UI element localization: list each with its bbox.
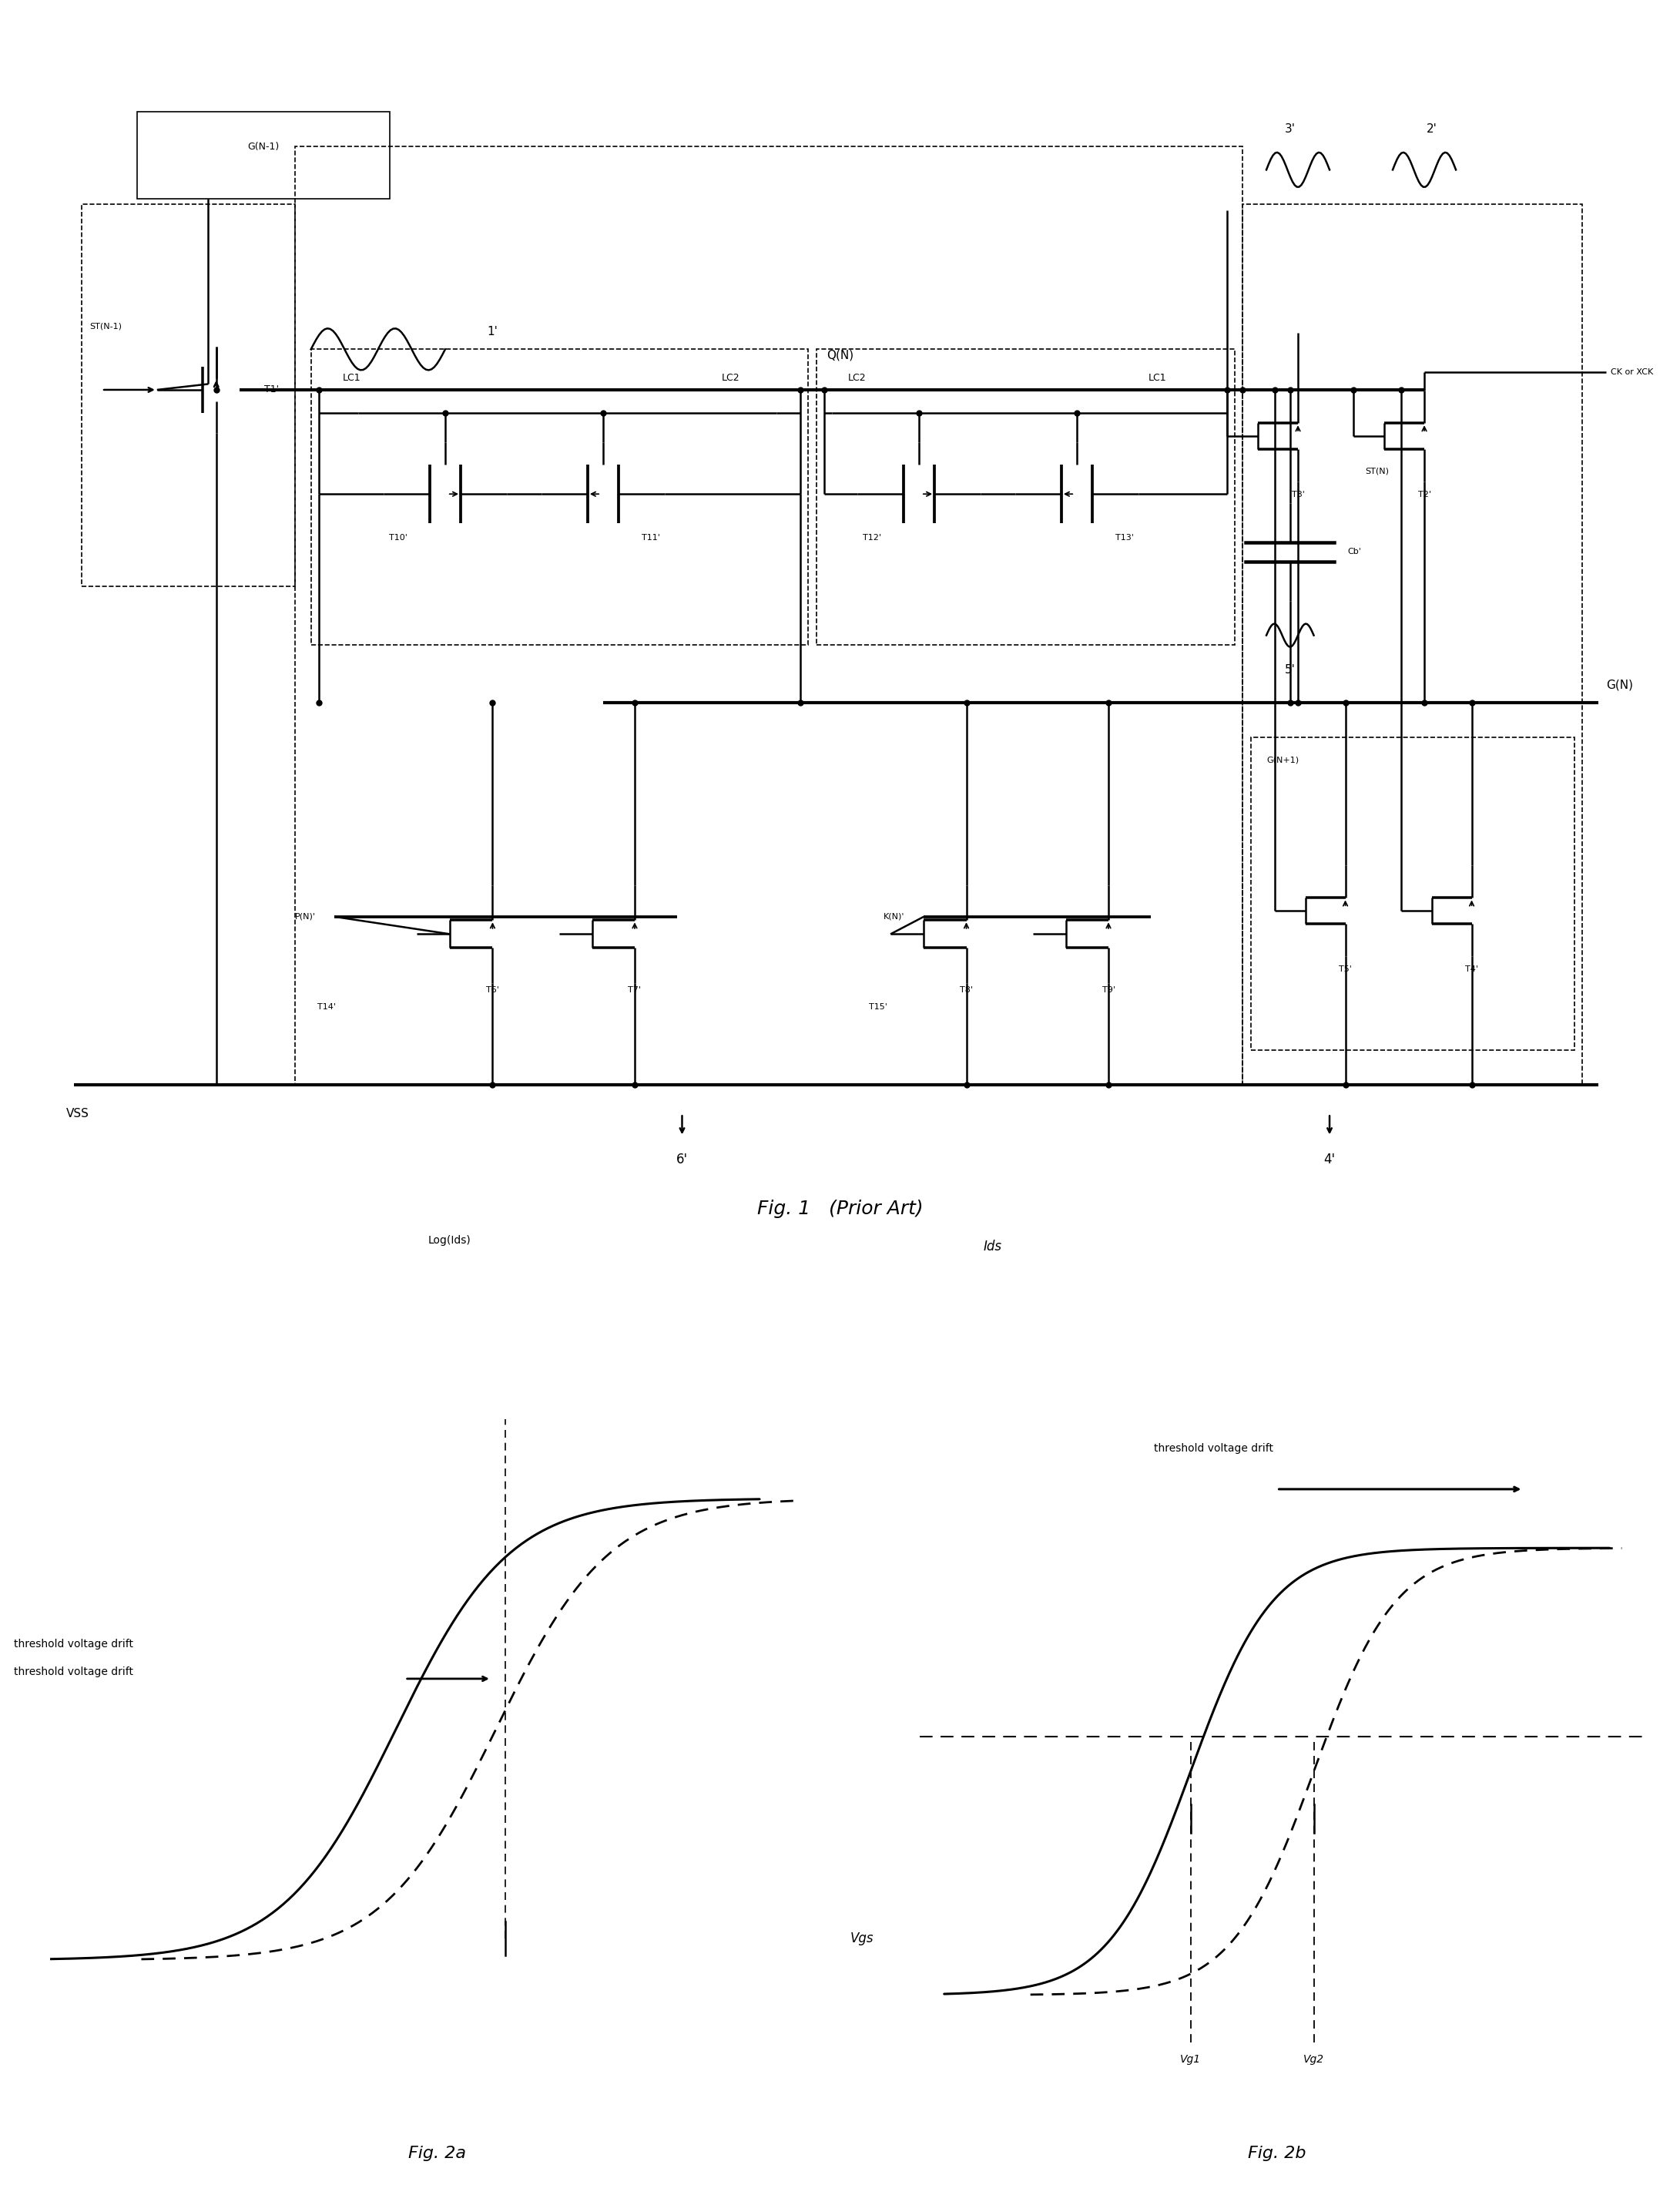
Text: 3': 3' bbox=[1285, 125, 1295, 135]
Text: CK or XCK: CK or XCK bbox=[1611, 369, 1653, 376]
Text: ST(N): ST(N) bbox=[1364, 468, 1389, 474]
Text: LC1: LC1 bbox=[343, 374, 361, 382]
Bar bbox=[296, 146, 1243, 1084]
Text: 2': 2' bbox=[1426, 125, 1438, 135]
Text: T1': T1' bbox=[264, 385, 279, 395]
Text: threshold voltage drift: threshold voltage drift bbox=[13, 1639, 133, 1650]
Text: Fig. 2b: Fig. 2b bbox=[1248, 2146, 1305, 2161]
Text: T8': T8' bbox=[959, 985, 973, 994]
Text: T12': T12' bbox=[862, 533, 880, 542]
Text: 6': 6' bbox=[677, 1154, 687, 1167]
Text: T11': T11' bbox=[642, 533, 660, 542]
Bar bbox=[1250, 736, 1574, 1051]
Text: T14': T14' bbox=[318, 1003, 336, 1012]
Text: T7': T7' bbox=[628, 985, 642, 994]
Text: T9': T9' bbox=[1102, 985, 1116, 994]
Text: threshold voltage drift: threshold voltage drift bbox=[1154, 1442, 1273, 1453]
Text: Vg2: Vg2 bbox=[1304, 2054, 1324, 2065]
Text: LC2: LC2 bbox=[722, 374, 739, 382]
Text: P(N)': P(N)' bbox=[296, 913, 316, 920]
Text: Vgs: Vgs bbox=[850, 1932, 874, 1945]
Text: T2': T2' bbox=[1418, 492, 1431, 498]
Text: T5': T5' bbox=[1339, 966, 1352, 972]
Text: K(N)': K(N)' bbox=[884, 913, 906, 920]
Text: 1': 1' bbox=[487, 326, 497, 339]
Text: 5': 5' bbox=[1285, 664, 1295, 675]
Text: T15': T15' bbox=[869, 1003, 887, 1012]
Text: Cb': Cb' bbox=[1347, 548, 1361, 555]
Bar bbox=[311, 350, 808, 645]
Text: Fig. 1   (Prior Art): Fig. 1 (Prior Art) bbox=[758, 1200, 922, 1217]
Text: G(N+1): G(N+1) bbox=[1267, 756, 1299, 765]
Text: Log(Ids): Log(Ids) bbox=[428, 1235, 470, 1245]
Text: Ids: Ids bbox=[983, 1239, 1001, 1254]
Text: Fig. 2a: Fig. 2a bbox=[408, 2146, 465, 2161]
Text: threshold voltage drift: threshold voltage drift bbox=[13, 1667, 133, 1676]
Text: T6': T6' bbox=[486, 985, 499, 994]
Text: G(N-1): G(N-1) bbox=[247, 142, 279, 151]
Bar bbox=[138, 111, 390, 199]
Text: VSS: VSS bbox=[66, 1108, 89, 1119]
Text: LC2: LC2 bbox=[848, 374, 867, 382]
Bar bbox=[1243, 205, 1583, 1084]
Bar bbox=[816, 350, 1235, 645]
Text: T4': T4' bbox=[1465, 966, 1478, 972]
Text: LC1: LC1 bbox=[1147, 374, 1166, 382]
Bar bbox=[82, 205, 296, 586]
Text: T10': T10' bbox=[388, 533, 407, 542]
Text: Vg1: Vg1 bbox=[1179, 2054, 1201, 2065]
Text: T3': T3' bbox=[1292, 492, 1304, 498]
Text: T13': T13' bbox=[1116, 533, 1134, 542]
Text: ST(N-1): ST(N-1) bbox=[91, 321, 123, 330]
Text: G(N): G(N) bbox=[1606, 680, 1633, 690]
Text: Q(N): Q(N) bbox=[827, 350, 853, 361]
Text: 4': 4' bbox=[1324, 1154, 1336, 1167]
